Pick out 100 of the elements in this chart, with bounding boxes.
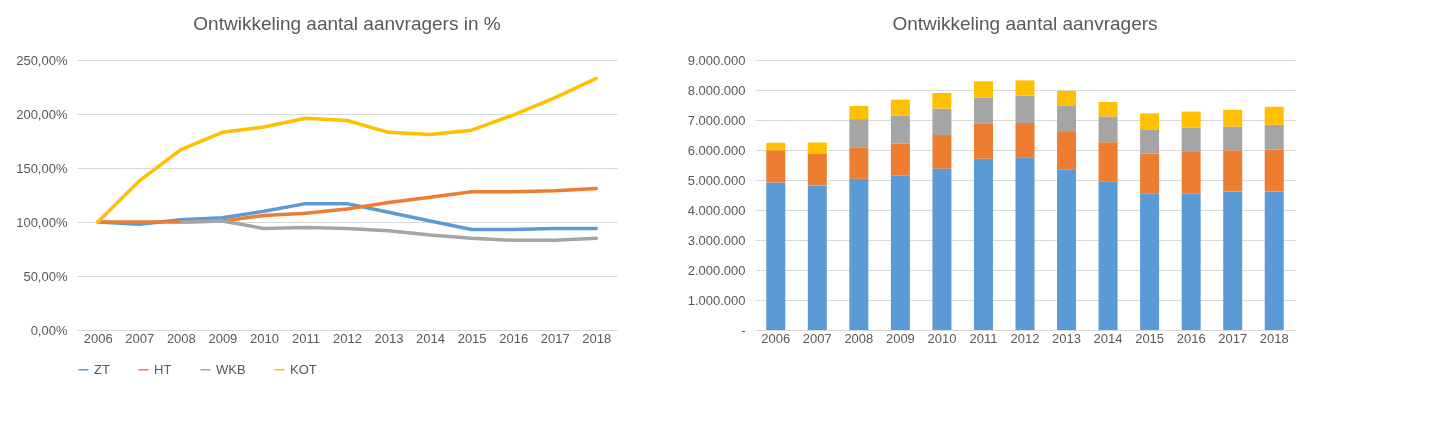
y-tick-label: 8.000.000 (687, 82, 746, 98)
bar (1223, 109, 1243, 127)
bar (1264, 124, 1284, 150)
y-tick-label: 4.000.000 (687, 202, 746, 218)
bar (1015, 95, 1035, 123)
bar (1098, 181, 1118, 330)
x-tick-label: 2012 (333, 330, 362, 346)
x-tick-label: 2018 (582, 330, 612, 346)
bar (1015, 157, 1035, 330)
x-tick-label: 2014 (416, 330, 446, 346)
bar (1264, 191, 1284, 330)
bar (1057, 105, 1077, 132)
bar (932, 135, 952, 169)
bar (890, 99, 910, 116)
bar (1057, 169, 1077, 330)
bar (1140, 153, 1160, 194)
bar (973, 81, 993, 98)
bar (1181, 127, 1201, 152)
bar (1264, 149, 1284, 192)
x-tick-label: 2012 (1010, 330, 1040, 346)
bar (807, 153, 827, 186)
y-tick-label: 100,00% (16, 214, 68, 230)
bar (1015, 80, 1035, 96)
legend-label: KOT (290, 361, 317, 377)
x-tick-label: 2006 (761, 330, 791, 346)
x-tick-label: 2018 (1259, 330, 1289, 346)
bar (1223, 191, 1243, 330)
y-tick-label: 0,00% (30, 322, 68, 338)
x-tick-label: 2011 (291, 330, 320, 346)
bar (973, 123, 993, 159)
x-tick-label: 2015 (457, 330, 487, 346)
x-tick-label: 2015 (1135, 330, 1165, 346)
bar (1140, 193, 1160, 330)
bar (849, 105, 869, 120)
bar (807, 185, 827, 330)
bar (932, 108, 952, 135)
line-series (96, 76, 598, 224)
bar (849, 147, 869, 179)
x-tick-label: 2016 (499, 330, 529, 346)
legend-label: ZT (94, 361, 110, 377)
chart-title: Ontwikkeling aantal aanvragers in % (193, 13, 501, 34)
bar (890, 175, 910, 330)
y-tick-label: 9.000.000 (687, 52, 746, 68)
bar (1264, 106, 1284, 125)
bar (890, 143, 910, 176)
bar (849, 178, 869, 330)
bar (766, 150, 786, 183)
bar (766, 142, 786, 151)
x-tick-label: 2007 (802, 330, 832, 346)
bar (1140, 113, 1160, 130)
y-tick-label: 250,00% (16, 52, 68, 68)
bar (1098, 116, 1118, 143)
legend-label: HT (154, 361, 172, 377)
x-tick-label: 2013 (1052, 330, 1081, 346)
bar (1181, 193, 1201, 330)
y-tick-label: 7.000.000 (687, 112, 746, 128)
bar (1057, 90, 1077, 106)
bar (849, 119, 869, 148)
x-tick-label: 2008 (844, 330, 874, 346)
x-tick-label: 2011 (969, 330, 998, 346)
bar (1015, 123, 1035, 158)
y-tick-label: 6.000.000 (687, 142, 746, 158)
bar (1098, 142, 1118, 182)
y-tick-label: 1.000.000 (687, 292, 746, 308)
x-tick-label: 2010 (927, 330, 957, 346)
legend-label: WKB (216, 361, 246, 377)
bar (973, 97, 993, 124)
bar (932, 93, 952, 109)
bar (1181, 111, 1201, 128)
y-tick-label: 3.000.000 (687, 232, 746, 248)
y-tick-label: - (741, 322, 746, 338)
bar (1140, 129, 1160, 154)
x-tick-label: 2017 (540, 330, 570, 346)
y-tick-label: 200,00% (16, 106, 68, 122)
bar (1098, 102, 1118, 117)
x-tick-label: 2006 (83, 330, 113, 346)
y-tick-label: 150,00% (16, 160, 68, 176)
x-tick-label: 2007 (125, 330, 155, 346)
x-tick-label: 2009 (208, 330, 238, 346)
bar (890, 115, 910, 144)
bar (1181, 151, 1201, 194)
x-tick-label: 2008 (166, 330, 196, 346)
bar (807, 142, 827, 154)
x-tick-label: 2014 (1093, 330, 1123, 346)
y-tick-label: 2.000.000 (687, 262, 746, 278)
bar (932, 168, 952, 330)
bar (973, 158, 993, 330)
line-series (179, 219, 598, 243)
x-tick-label: 2010 (249, 330, 279, 346)
x-tick-label: 2017 (1218, 330, 1248, 346)
bar (1223, 126, 1243, 151)
bar (1057, 132, 1077, 170)
x-tick-label: 2009 (885, 330, 915, 346)
y-tick-label: 50,00% (23, 268, 68, 284)
chart-title: Ontwikkeling aantal aanvragers (892, 13, 1158, 34)
bar (1223, 150, 1243, 192)
x-tick-label: 2013 (374, 330, 404, 346)
x-tick-label: 2016 (1176, 330, 1206, 346)
y-tick-label: 5.000.000 (687, 172, 746, 188)
bar (766, 182, 786, 330)
